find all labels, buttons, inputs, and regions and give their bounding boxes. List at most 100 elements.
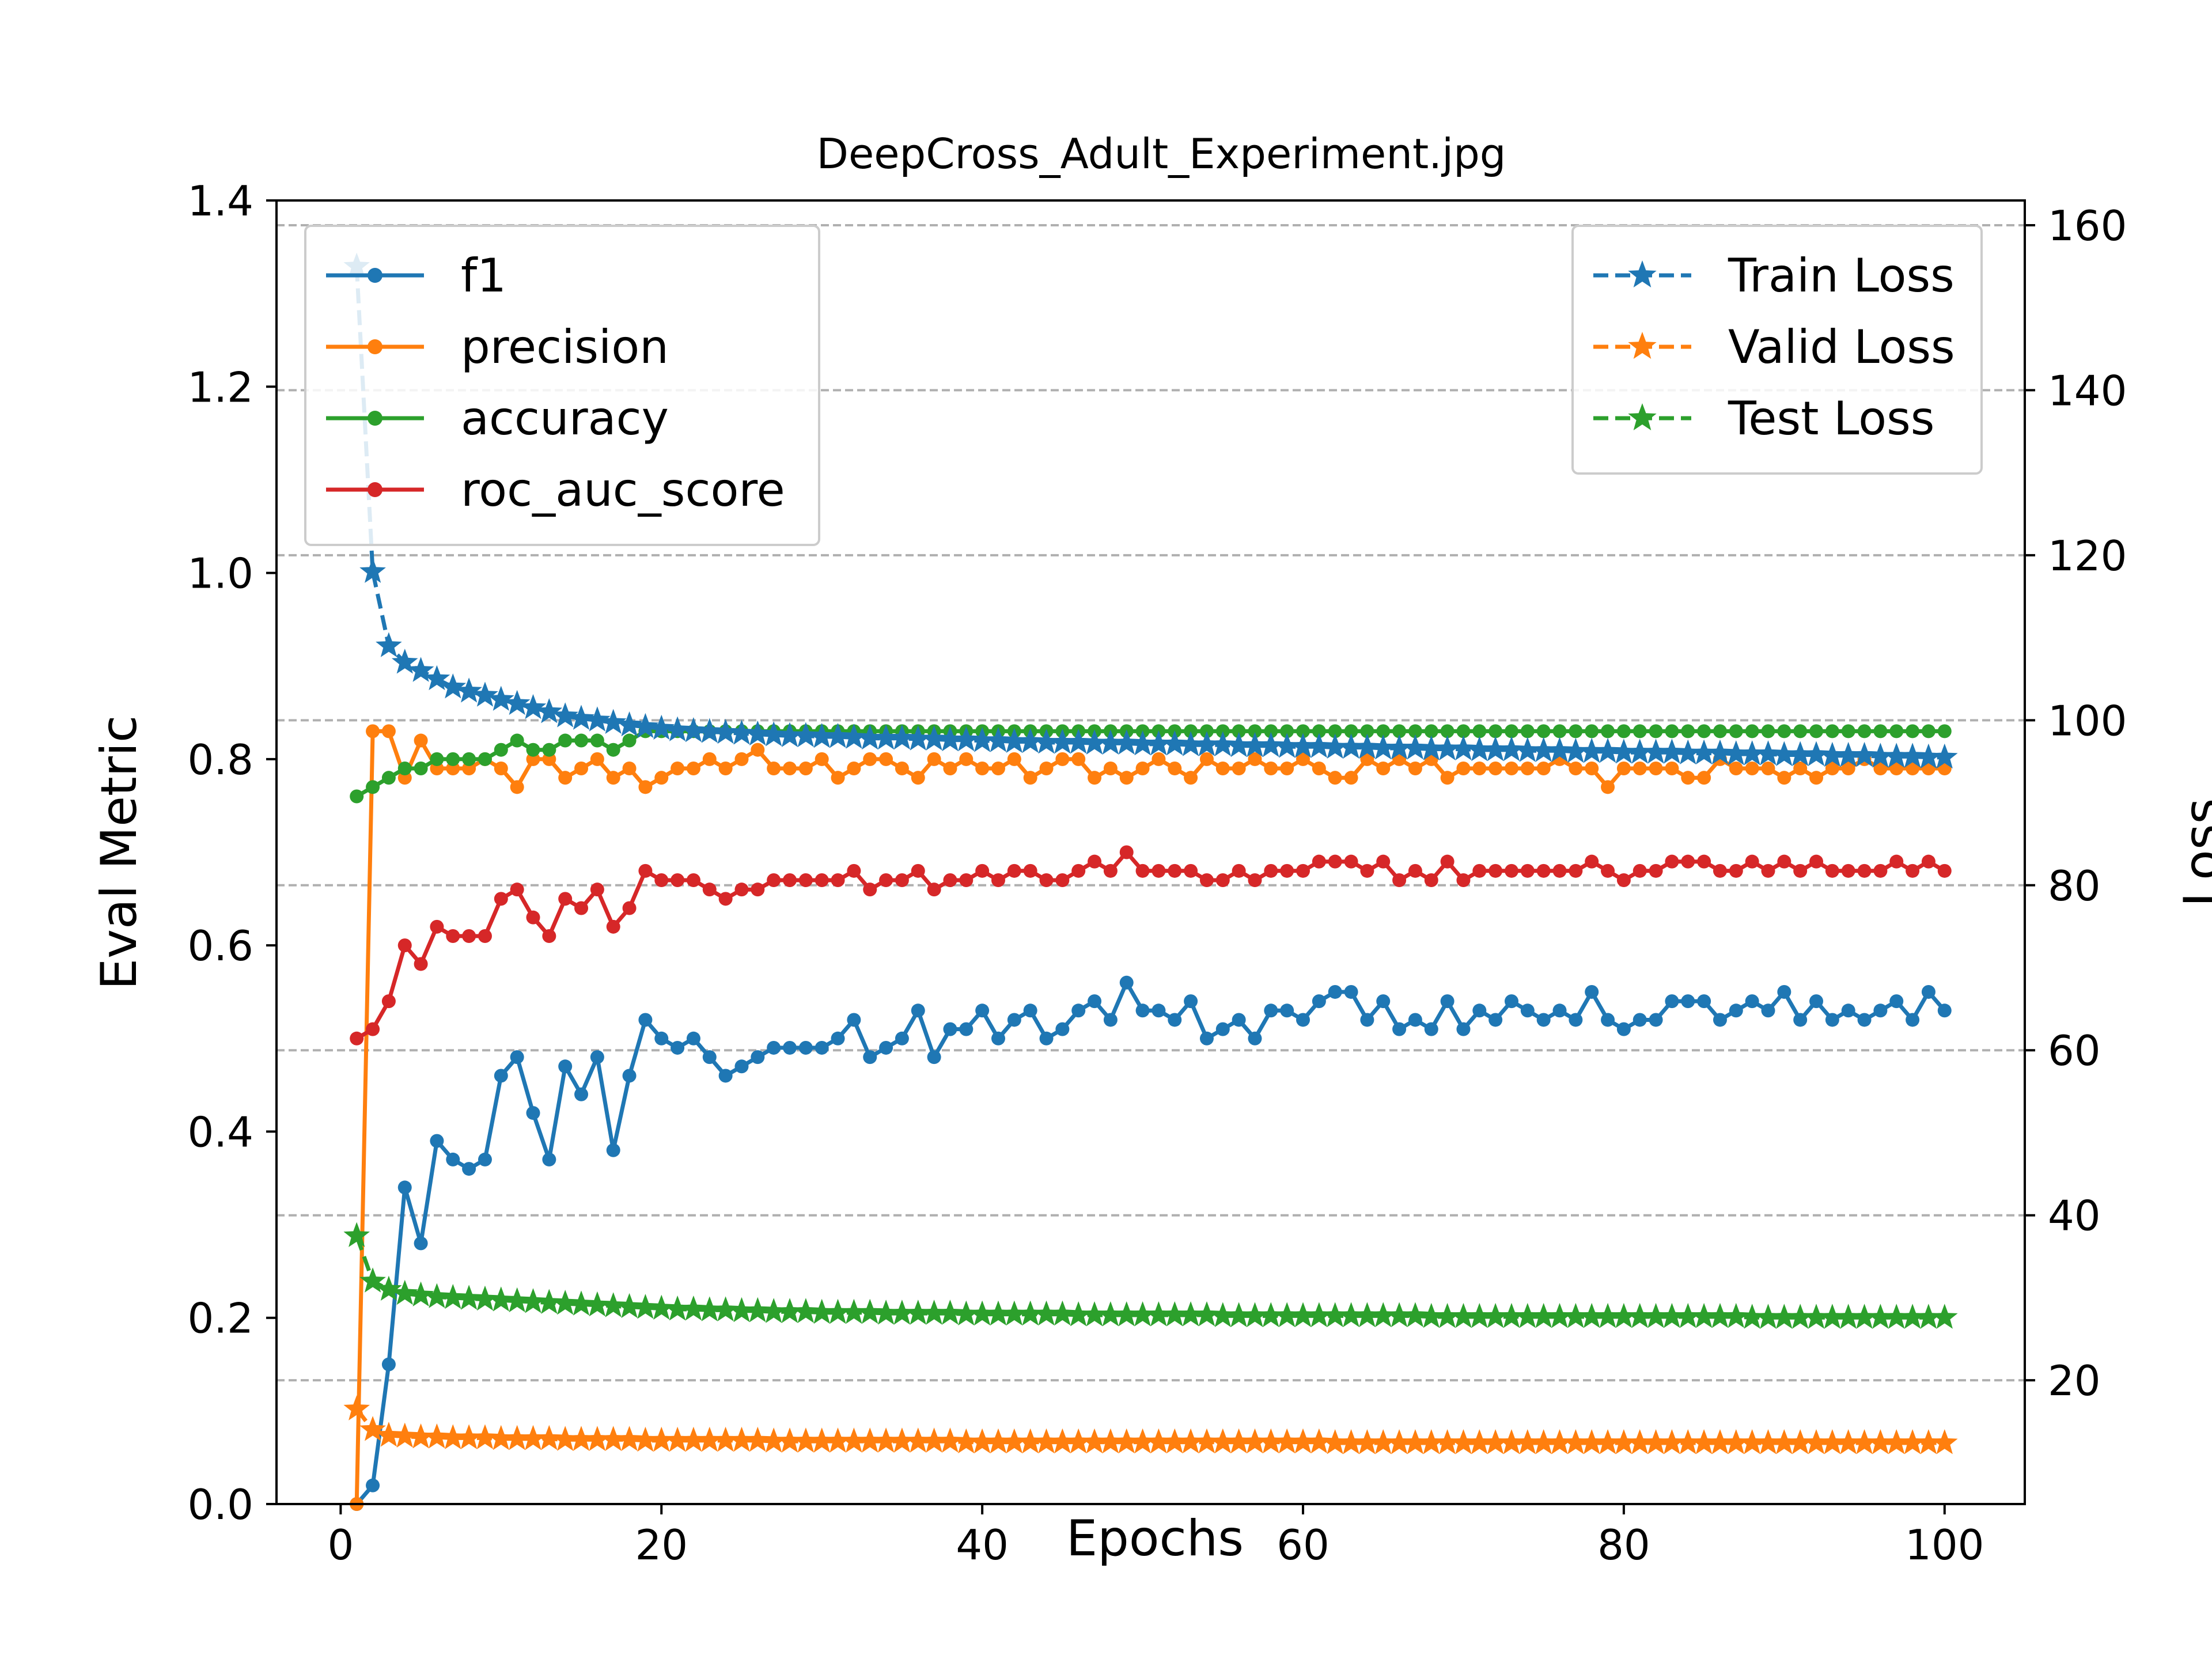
y-axis-label-left: Eval Metric: [90, 715, 148, 990]
data-point-test-loss: [1723, 1302, 1749, 1328]
data-point-roc-auc-score: [1215, 873, 1230, 887]
data-point-accuracy: [1649, 724, 1663, 738]
data-point-valid-loss: [1145, 1428, 1172, 1453]
data-point-train-loss: [407, 657, 434, 682]
data-point-valid-loss: [1691, 1429, 1717, 1455]
data-point-train-loss: [824, 723, 851, 748]
data-point-test-loss: [648, 1294, 675, 1320]
data-point-valid-loss: [1915, 1429, 1942, 1455]
data-point-valid-loss: [1803, 1429, 1830, 1455]
data-point-roc-auc-score: [1360, 863, 1374, 878]
data-point-accuracy: [1504, 724, 1518, 738]
data-point-roc-auc-score: [366, 1022, 380, 1036]
data-point-precision: [558, 771, 573, 785]
data-point-test-loss: [359, 1267, 386, 1293]
data-point-precision: [1152, 752, 1166, 766]
data-point-train-loss: [1546, 737, 1573, 762]
data-point-f1: [1761, 1003, 1775, 1018]
data-point-roc-auc-score: [1472, 863, 1487, 878]
data-point-precision: [879, 752, 893, 766]
data-point-precision: [1793, 762, 1808, 776]
data-point-roc-auc-score: [1328, 854, 1342, 869]
data-point-f1: [1841, 1003, 1855, 1018]
data-point-roc-auc-score: [895, 873, 909, 887]
data-point-test-loss: [1867, 1304, 1894, 1329]
data-point-test-loss: [760, 1298, 787, 1323]
data-point-valid-loss: [440, 1424, 467, 1449]
data-point-roc-auc-score: [1809, 854, 1824, 869]
data-point-roc-auc-score: [1440, 854, 1455, 869]
data-point-train-loss: [1129, 730, 1156, 756]
data-point-precision: [366, 724, 380, 738]
data-point-roc-auc-score: [1248, 873, 1262, 887]
data-point-f1: [397, 1180, 412, 1195]
data-point-roc-auc-score: [1761, 863, 1775, 878]
data-point-train-loss: [1787, 741, 1813, 766]
data-point-test-loss: [1883, 1304, 1910, 1329]
data-point-precision: [783, 762, 797, 776]
data-point-roc-auc-score: [478, 929, 492, 943]
data-point-accuracy: [542, 743, 556, 757]
data-point-roc-auc-score: [1906, 863, 1920, 878]
data-point-accuracy: [1921, 724, 1936, 738]
y-tick-label-left: 0.8: [187, 736, 253, 784]
data-point-train-loss: [760, 721, 787, 747]
plot-frame: [275, 199, 2026, 1505]
data-point-train-loss: [1658, 738, 1685, 764]
data-point-f1: [510, 1050, 524, 1065]
data-point-valid-loss: [1450, 1429, 1477, 1455]
data-point-train-loss: [584, 706, 611, 732]
data-point-accuracy: [1825, 724, 1839, 738]
legend-label-valid-loss: Valid Loss: [1728, 320, 1955, 374]
data-point-roc-auc-score: [1488, 863, 1503, 878]
data-point-test-loss: [808, 1298, 835, 1324]
chart-title: DeepCross_Adult_Experiment.jpg: [817, 130, 1506, 178]
data-point-train-loss: [600, 709, 627, 734]
x-tick-label: 0: [327, 1521, 354, 1569]
data-point-f1: [1376, 994, 1391, 1009]
data-point-accuracy: [1585, 724, 1599, 738]
data-point-test-loss: [488, 1286, 514, 1312]
data-point-accuracy: [558, 733, 573, 748]
data-point-f1: [1232, 1013, 1246, 1027]
data-point-f1: [1857, 1013, 1872, 1027]
data-point-roc-auc-score: [1232, 863, 1246, 878]
data-point-precision: [1168, 762, 1182, 776]
data-point-train-loss: [568, 704, 594, 730]
data-point-accuracy: [1199, 724, 1214, 738]
data-point-precision: [1873, 762, 1888, 776]
data-point-roc-auc-score: [1745, 854, 1759, 869]
data-point-roc-auc-score: [1264, 863, 1278, 878]
data-point-f1: [1585, 984, 1599, 999]
data-point-test-loss: [1321, 1302, 1349, 1327]
data-point-f1: [574, 1087, 589, 1101]
data-point-train-loss: [1931, 743, 1958, 769]
data-point-train-loss: [1835, 741, 1862, 767]
data-point-precision: [1745, 762, 1759, 776]
data-point-train-loss: [1626, 738, 1653, 764]
data-point-valid-loss: [840, 1427, 868, 1453]
data-point-valid-loss: [503, 1425, 531, 1450]
data-point-valid-loss: [1819, 1429, 1846, 1455]
data-point-valid-loss: [1738, 1429, 1766, 1455]
data-point-f1: [1296, 1013, 1310, 1027]
data-point-roc-auc-score: [1601, 863, 1615, 878]
data-point-train-loss: [1177, 731, 1204, 756]
data-point-precision: [1825, 762, 1839, 776]
data-point-test-loss: [1001, 1300, 1028, 1325]
data-point-roc-auc-score: [638, 863, 653, 878]
data-point-accuracy: [1488, 724, 1503, 738]
data-point-precision: [1135, 762, 1150, 776]
data-point-roc-auc-score: [1135, 863, 1150, 878]
data-point-test-loss: [1386, 1302, 1412, 1327]
data-point-valid-loss: [1835, 1429, 1862, 1455]
data-point-test-loss: [343, 1222, 370, 1247]
data-point-accuracy: [1520, 724, 1535, 738]
data-point-test-loss: [744, 1297, 771, 1323]
series-markers-train-loss: [343, 252, 1958, 769]
y-tick-label-right: 80: [2048, 862, 2101, 910]
data-point-test-loss: [1707, 1302, 1733, 1328]
data-point-precision: [590, 752, 604, 766]
data-point-accuracy: [414, 762, 428, 776]
data-point-accuracy: [1857, 724, 1872, 738]
